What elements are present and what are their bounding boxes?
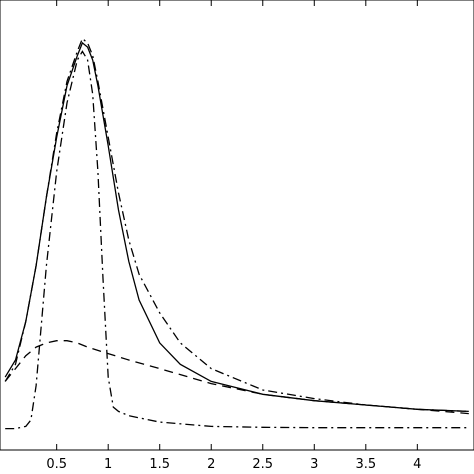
series-line-2-dashed <box>4 340 469 415</box>
x-tick-label: 1.5 <box>149 457 170 472</box>
x-tick-label: 3.5 <box>355 457 376 472</box>
x-tick-label: 4 <box>413 457 421 472</box>
series-line-3-dash-dot <box>4 37 469 413</box>
x-tick-label: 3 <box>310 457 318 472</box>
series-line-1-solid <box>4 41 469 413</box>
series-group <box>4 37 469 430</box>
x-axis-tick-labels: 0.5 1 1.5 2 2.5 3 3.5 4 <box>46 457 421 472</box>
x-axis-ticks <box>56 0 418 450</box>
x-tick-label: 2.5 <box>252 457 273 472</box>
x-tick-label: 0.5 <box>46 457 67 472</box>
series-line-4-dash-dot <box>5 50 469 430</box>
plot-frame <box>0 0 474 451</box>
x-tick-label: 2 <box>207 457 215 472</box>
x-tick-label: 1 <box>104 457 112 472</box>
